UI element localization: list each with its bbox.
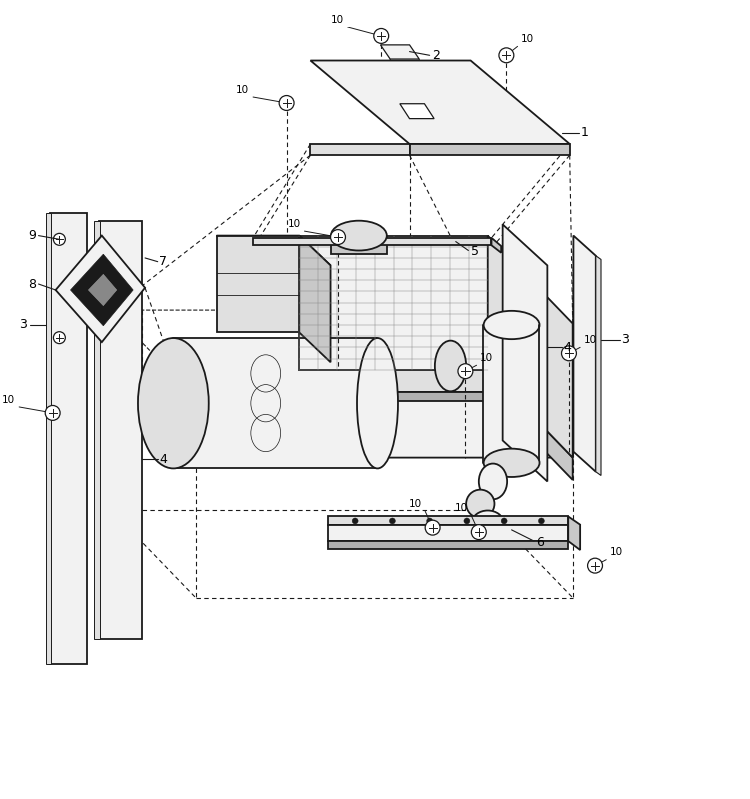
Text: 6: 6 bbox=[536, 536, 544, 549]
Text: 8: 8 bbox=[28, 277, 36, 291]
Polygon shape bbox=[70, 254, 134, 326]
Text: 2: 2 bbox=[432, 49, 439, 62]
Circle shape bbox=[389, 518, 395, 524]
Polygon shape bbox=[332, 236, 387, 254]
Circle shape bbox=[501, 518, 507, 524]
Polygon shape bbox=[111, 370, 488, 392]
Polygon shape bbox=[299, 236, 331, 362]
Circle shape bbox=[499, 48, 514, 63]
Circle shape bbox=[45, 405, 60, 420]
Text: 4: 4 bbox=[564, 341, 572, 354]
Ellipse shape bbox=[138, 338, 208, 468]
Ellipse shape bbox=[331, 221, 387, 251]
Polygon shape bbox=[488, 236, 573, 458]
Ellipse shape bbox=[478, 463, 507, 499]
Circle shape bbox=[374, 29, 388, 43]
Polygon shape bbox=[94, 221, 100, 639]
Polygon shape bbox=[310, 144, 410, 155]
Text: 10: 10 bbox=[288, 219, 301, 229]
Circle shape bbox=[279, 96, 294, 110]
Polygon shape bbox=[596, 256, 601, 475]
Circle shape bbox=[352, 518, 358, 524]
Polygon shape bbox=[400, 104, 434, 118]
Text: 5: 5 bbox=[470, 245, 478, 259]
Polygon shape bbox=[328, 525, 568, 541]
Ellipse shape bbox=[435, 340, 466, 392]
Polygon shape bbox=[328, 516, 568, 525]
Polygon shape bbox=[56, 236, 145, 342]
Text: 3: 3 bbox=[621, 333, 629, 347]
Text: 10: 10 bbox=[521, 34, 535, 44]
Ellipse shape bbox=[466, 490, 494, 518]
Text: 10: 10 bbox=[454, 503, 468, 514]
Text: 10: 10 bbox=[584, 335, 597, 345]
Circle shape bbox=[538, 518, 544, 524]
Ellipse shape bbox=[484, 449, 539, 477]
Text: 9: 9 bbox=[28, 229, 36, 242]
Polygon shape bbox=[217, 236, 299, 332]
Text: 1: 1 bbox=[581, 126, 589, 139]
Polygon shape bbox=[111, 370, 573, 458]
Polygon shape bbox=[574, 236, 596, 471]
Text: 7: 7 bbox=[159, 255, 167, 268]
Polygon shape bbox=[253, 238, 491, 245]
Text: 10: 10 bbox=[331, 14, 344, 25]
Polygon shape bbox=[410, 144, 570, 155]
Circle shape bbox=[458, 364, 472, 379]
Circle shape bbox=[53, 332, 65, 344]
Polygon shape bbox=[568, 516, 580, 550]
Ellipse shape bbox=[472, 511, 503, 535]
Polygon shape bbox=[380, 45, 419, 59]
Polygon shape bbox=[310, 61, 570, 144]
Polygon shape bbox=[99, 221, 142, 639]
Text: 4: 4 bbox=[159, 452, 167, 466]
Text: 10: 10 bbox=[480, 353, 494, 363]
Circle shape bbox=[562, 346, 577, 361]
Text: 3: 3 bbox=[20, 319, 27, 332]
Circle shape bbox=[587, 559, 602, 573]
Polygon shape bbox=[50, 213, 87, 664]
Polygon shape bbox=[217, 236, 331, 265]
Polygon shape bbox=[88, 274, 117, 306]
Polygon shape bbox=[483, 325, 539, 463]
Text: 10: 10 bbox=[2, 395, 16, 405]
Text: TheReplacementParts.com: TheReplacementParts.com bbox=[284, 392, 470, 407]
Polygon shape bbox=[46, 213, 51, 664]
Circle shape bbox=[53, 233, 65, 245]
Text: 10: 10 bbox=[610, 547, 623, 558]
Polygon shape bbox=[173, 338, 377, 468]
Circle shape bbox=[471, 525, 486, 539]
Circle shape bbox=[331, 229, 346, 244]
Circle shape bbox=[425, 520, 440, 535]
Polygon shape bbox=[491, 238, 501, 252]
Polygon shape bbox=[299, 236, 488, 370]
Polygon shape bbox=[488, 370, 573, 480]
Ellipse shape bbox=[357, 338, 398, 468]
Circle shape bbox=[464, 518, 470, 524]
Circle shape bbox=[427, 518, 433, 524]
Text: 10: 10 bbox=[408, 499, 422, 509]
Text: 10: 10 bbox=[236, 85, 249, 95]
Polygon shape bbox=[328, 541, 568, 548]
Polygon shape bbox=[503, 225, 548, 482]
Ellipse shape bbox=[484, 311, 539, 339]
Polygon shape bbox=[111, 392, 488, 401]
